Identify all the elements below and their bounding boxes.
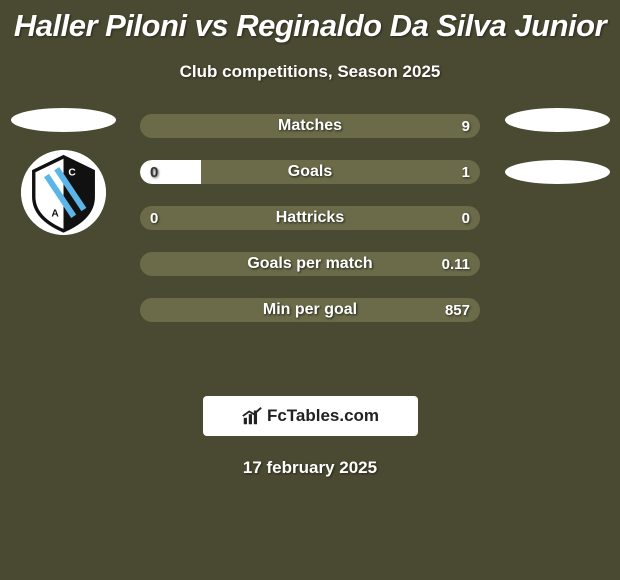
stat-row-min-per-goal: Min per goal 857 <box>140 298 480 322</box>
stat-row-matches: Matches 9 <box>140 114 480 138</box>
svg-text:A: A <box>51 208 59 219</box>
stat-right-value: 0 <box>462 206 470 230</box>
stat-row-goals: Goals 0 1 <box>140 160 480 184</box>
stat-right-value: 0.11 <box>442 252 470 276</box>
svg-text:C: C <box>68 168 76 179</box>
left-avatar-pill <box>11 108 116 132</box>
page-subtitle: Club competitions, Season 2025 <box>0 62 620 82</box>
stat-label: Matches <box>140 114 480 138</box>
infographic-root: Haller Piloni vs Reginaldo Da Silva Juni… <box>0 0 620 580</box>
stats-area: C A Matches 9 Goals 0 1 Hattricks <box>0 114 620 374</box>
page-title: Haller Piloni vs Reginaldo Da Silva Juni… <box>0 0 620 44</box>
stat-bars: Matches 9 Goals 0 1 Hattricks 0 0 Goals … <box>140 114 480 322</box>
stat-left-value: 0 <box>150 206 158 230</box>
stat-row-hattricks: Hattricks 0 0 <box>140 206 480 230</box>
stat-label: Goals per match <box>140 252 480 276</box>
stat-label: Hattricks <box>140 206 480 230</box>
stat-left-value: 0 <box>150 160 158 184</box>
stat-right-value: 1 <box>462 160 470 184</box>
stat-label: Min per goal <box>140 298 480 322</box>
club-badge-icon: C A <box>21 150 106 235</box>
brand-badge: FcTables.com <box>203 396 418 436</box>
brand-text: FcTables.com <box>267 406 379 426</box>
stat-right-value: 857 <box>445 298 470 322</box>
right-second-pill <box>505 160 610 184</box>
right-player-column <box>502 108 612 202</box>
bar-chart-icon <box>241 405 263 427</box>
left-club-badge: C A <box>21 150 106 235</box>
stat-label: Goals <box>140 160 480 184</box>
right-avatar-pill <box>505 108 610 132</box>
left-player-column: C A <box>8 108 118 235</box>
stat-row-goals-per-match: Goals per match 0.11 <box>140 252 480 276</box>
date-text: 17 february 2025 <box>0 458 620 478</box>
stat-right-value: 9 <box>462 114 470 138</box>
